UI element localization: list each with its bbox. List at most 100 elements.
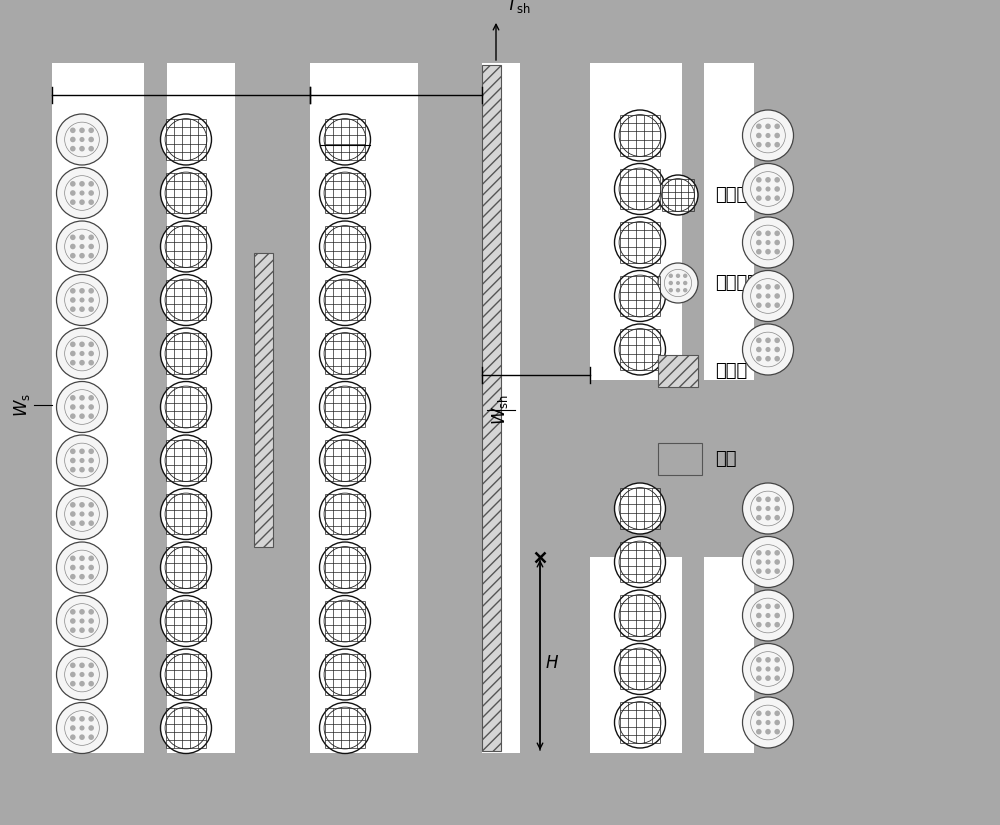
Circle shape [756, 124, 762, 130]
Circle shape [79, 191, 85, 196]
Circle shape [765, 657, 771, 662]
Circle shape [79, 467, 85, 473]
Circle shape [756, 133, 762, 139]
Circle shape [683, 288, 687, 292]
Circle shape [756, 186, 762, 191]
Circle shape [88, 672, 94, 677]
Circle shape [324, 653, 366, 695]
Bar [658, 355, 698, 387]
Circle shape [756, 719, 762, 725]
Circle shape [765, 720, 771, 725]
Circle shape [79, 725, 85, 731]
Circle shape [88, 449, 94, 454]
Circle shape [619, 222, 661, 263]
Circle shape [88, 512, 94, 516]
Circle shape [56, 381, 108, 432]
Circle shape [765, 177, 771, 182]
Circle shape [614, 644, 666, 695]
Circle shape [165, 440, 207, 482]
Circle shape [88, 521, 94, 526]
Circle shape [320, 542, 370, 593]
Circle shape [765, 613, 771, 618]
Circle shape [79, 512, 85, 516]
Circle shape [88, 574, 94, 579]
Circle shape [765, 240, 771, 245]
Circle shape [70, 288, 76, 294]
Circle shape [320, 167, 370, 219]
Circle shape [619, 488, 661, 530]
Circle shape [774, 568, 780, 574]
Circle shape [619, 115, 661, 157]
Circle shape [765, 559, 771, 564]
Circle shape [70, 618, 76, 624]
Circle shape [774, 719, 780, 725]
Circle shape [756, 249, 762, 254]
Circle shape [774, 550, 780, 555]
Bar [418, 63, 482, 753]
Circle shape [320, 114, 370, 165]
Circle shape [79, 734, 85, 740]
Bar [658, 443, 702, 475]
Circle shape [765, 728, 771, 734]
Circle shape [320, 703, 370, 753]
Circle shape [70, 725, 76, 731]
Circle shape [79, 555, 85, 561]
Circle shape [165, 172, 207, 214]
Circle shape [774, 124, 780, 130]
Circle shape [669, 274, 673, 278]
Circle shape [774, 657, 780, 662]
Circle shape [774, 284, 780, 290]
Circle shape [765, 124, 771, 130]
Circle shape [774, 177, 780, 182]
Text: 副边绕组: 副边绕组 [715, 274, 758, 292]
Circle shape [79, 672, 85, 677]
Circle shape [765, 337, 771, 343]
Circle shape [619, 275, 661, 317]
Circle shape [79, 609, 85, 615]
Circle shape [774, 497, 780, 502]
Circle shape [756, 196, 762, 201]
Circle shape [320, 435, 370, 486]
Circle shape [324, 547, 366, 588]
Circle shape [56, 703, 108, 753]
Circle shape [774, 613, 780, 618]
Circle shape [765, 303, 771, 308]
Circle shape [70, 502, 76, 507]
Circle shape [88, 395, 94, 401]
Circle shape [88, 618, 94, 624]
Circle shape [70, 404, 76, 410]
Circle shape [88, 458, 94, 464]
Circle shape [88, 351, 94, 356]
Circle shape [79, 662, 85, 668]
Circle shape [88, 234, 94, 240]
Circle shape [676, 281, 680, 285]
Circle shape [774, 142, 780, 148]
Circle shape [324, 225, 366, 267]
Bar [590, 63, 792, 380]
Circle shape [324, 440, 366, 482]
Circle shape [160, 649, 212, 700]
Circle shape [324, 600, 366, 642]
Circle shape [70, 342, 76, 347]
Circle shape [79, 351, 85, 356]
Circle shape [88, 725, 94, 731]
Circle shape [774, 622, 780, 628]
Circle shape [88, 360, 94, 365]
Circle shape [614, 110, 666, 161]
Circle shape [70, 413, 76, 419]
Circle shape [88, 253, 94, 258]
Circle shape [765, 515, 771, 521]
Circle shape [765, 676, 771, 681]
Circle shape [56, 542, 108, 593]
Circle shape [88, 467, 94, 473]
Circle shape [160, 435, 212, 486]
Circle shape [79, 298, 85, 303]
Circle shape [88, 200, 94, 205]
Circle shape [56, 167, 108, 219]
Circle shape [614, 483, 666, 534]
Circle shape [165, 279, 207, 321]
Circle shape [56, 596, 108, 647]
Circle shape [165, 332, 207, 375]
Circle shape [765, 622, 771, 628]
Circle shape [79, 137, 85, 142]
